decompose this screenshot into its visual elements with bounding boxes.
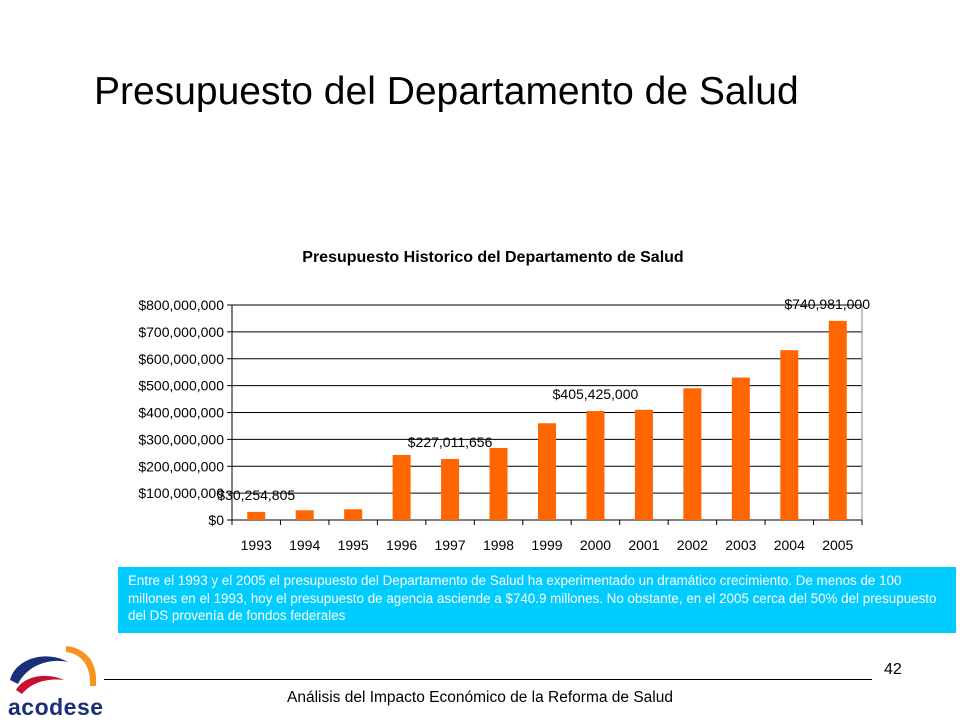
data-label: $30,254,805 xyxy=(217,487,295,503)
y-tick-label: $500,000,000 xyxy=(138,378,224,394)
y-tick-label: $700,000,000 xyxy=(138,324,224,340)
info-box: Entre el 1993 y el 2005 el presupuesto d… xyxy=(118,567,956,633)
footer-text: Análisis del Impacto Económico de la Ref… xyxy=(287,689,673,706)
page-number: 42 xyxy=(884,661,902,678)
x-tick-label: 1998 xyxy=(483,537,514,553)
bar-2003 xyxy=(731,377,750,520)
logo-arc-orange xyxy=(66,646,97,686)
x-tick-label: 1993 xyxy=(241,537,272,553)
bar-1995 xyxy=(344,509,363,520)
data-label: $405,425,000 xyxy=(553,386,639,402)
x-tick-label: 2003 xyxy=(725,537,756,553)
y-tick-label: $800,000,000 xyxy=(138,297,224,313)
y-tick-label: $100,000,000 xyxy=(138,485,224,501)
x-tick-label: 1995 xyxy=(338,537,369,553)
bar-2005 xyxy=(828,320,847,520)
bar-1998 xyxy=(489,447,508,520)
y-tick-label: $200,000,000 xyxy=(138,458,224,474)
logo-text: acodese xyxy=(8,694,104,720)
slide-title: Presupuesto del Departamento de Salud xyxy=(94,70,799,113)
y-tick-label: $600,000,000 xyxy=(138,351,224,367)
bar-2004 xyxy=(780,350,799,520)
bar-2002 xyxy=(683,388,702,520)
y-tick-label: $0 xyxy=(208,512,224,528)
x-tick-label: 2000 xyxy=(580,537,611,553)
data-label: $740,981,000 xyxy=(784,296,870,312)
x-tick-label: 2005 xyxy=(822,537,853,553)
bar-2001 xyxy=(634,409,653,520)
info-text: Entre el 1993 y el 2005 el presupuesto d… xyxy=(128,573,937,623)
footer-rule xyxy=(104,679,872,680)
y-tick-label: $400,000,000 xyxy=(138,405,224,421)
x-tick-label: 1997 xyxy=(434,537,465,553)
bar-1996 xyxy=(392,454,411,520)
data-label: $227,011,656 xyxy=(408,434,493,450)
bar-1993 xyxy=(247,511,266,520)
bar-1997 xyxy=(441,458,460,520)
x-tick-label: 2001 xyxy=(628,537,659,553)
bar-2000 xyxy=(586,411,605,520)
y-tick-label: $300,000,000 xyxy=(138,431,224,447)
x-tick-label: 2002 xyxy=(677,537,708,553)
x-tick-label: 1999 xyxy=(531,537,562,553)
x-tick-label: 2004 xyxy=(774,537,805,553)
chart-title: Presupuesto Historico del Departamento d… xyxy=(302,249,683,266)
bar-1999 xyxy=(538,423,556,520)
logo-swoosh-red xyxy=(16,675,64,694)
bar-1994 xyxy=(295,510,314,520)
logo-swoosh-blue xyxy=(10,656,68,684)
x-tick-label: 1994 xyxy=(289,537,320,553)
acodese-logo xyxy=(10,646,97,694)
x-tick-label: 1996 xyxy=(386,537,417,553)
